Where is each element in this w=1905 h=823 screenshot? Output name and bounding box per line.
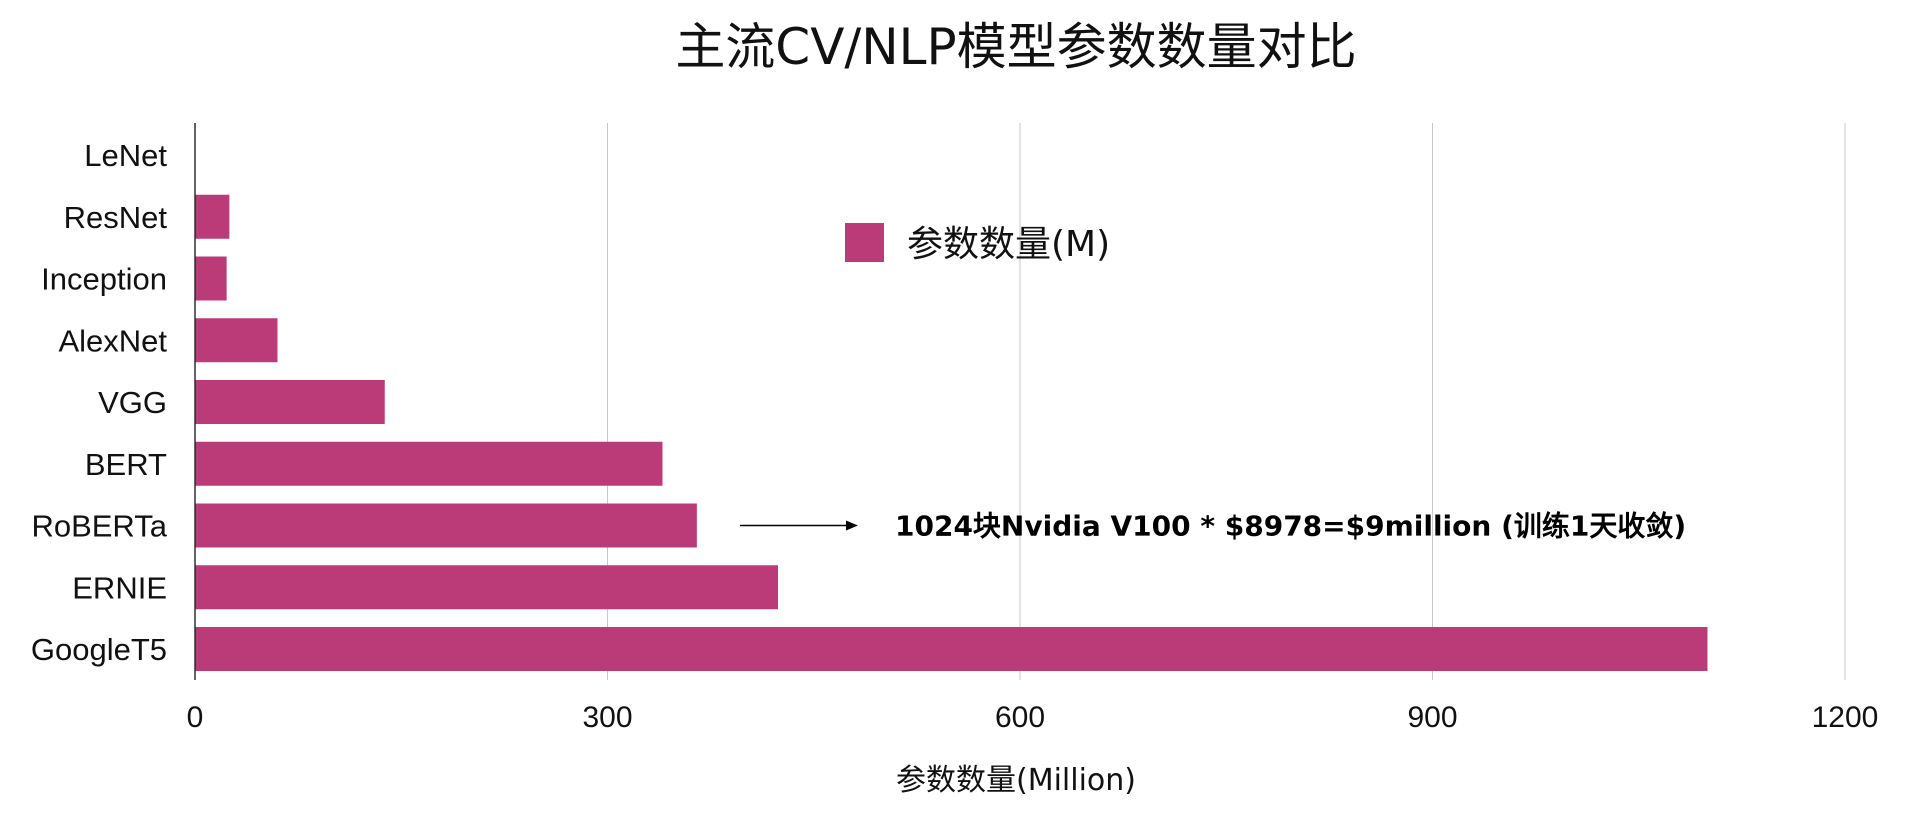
x-tick-labels: 0 300 600 900 1200 (187, 701, 1879, 734)
chart-title: 主流CV/NLP模型参数数量对比 (675, 18, 1356, 76)
bar-ernie (195, 565, 778, 610)
x-tick-label: 900 (1407, 701, 1457, 734)
category-label-googlet5: GoogleT5 (31, 632, 167, 667)
category-label-resnet: ResNet (64, 200, 168, 235)
bar-alexnet (195, 318, 278, 363)
bar-roberta (195, 503, 697, 548)
category-label-inception: Inception (41, 262, 167, 297)
annotation-text: 1024块Nvidia V100 * $8978=$9million (训练1天… (895, 510, 1686, 543)
x-tick-label: 1200 (1812, 701, 1879, 734)
bar-resnet (195, 194, 230, 239)
category-labels: LeNet ResNet Inception AlexNet VGG BERT RoBERT… (31, 138, 168, 667)
bars (195, 133, 1708, 671)
bar-googlet5 (195, 627, 1708, 671)
category-label-vgg: VGG (98, 385, 167, 420)
x-tick-label: 600 (995, 701, 1045, 734)
category-label-roberta: RoBERTa (31, 509, 167, 544)
annotation-arrow-head (846, 520, 858, 531)
category-label-lenet: LeNet (84, 138, 167, 173)
category-label-ernie: ERNIE (72, 570, 167, 605)
bar-bert (195, 441, 663, 486)
x-tick-label: 300 (582, 701, 632, 734)
legend-swatch (845, 223, 884, 262)
legend: 参数数量(M) (845, 223, 1110, 265)
x-axis-title: 参数数量(Million) (896, 763, 1136, 798)
bar-vgg (195, 380, 385, 424)
legend-label: 参数数量(M) (907, 224, 1110, 265)
gridlines (607, 123, 1846, 680)
category-label-alexnet: AlexNet (58, 323, 167, 358)
x-tick-label: 0 (187, 701, 204, 734)
bar-inception (195, 256, 227, 301)
category-label-bert: BERT (85, 447, 167, 482)
annotation: 1024块Nvidia V100 * $8978=$9million (训练1天… (740, 510, 1686, 543)
